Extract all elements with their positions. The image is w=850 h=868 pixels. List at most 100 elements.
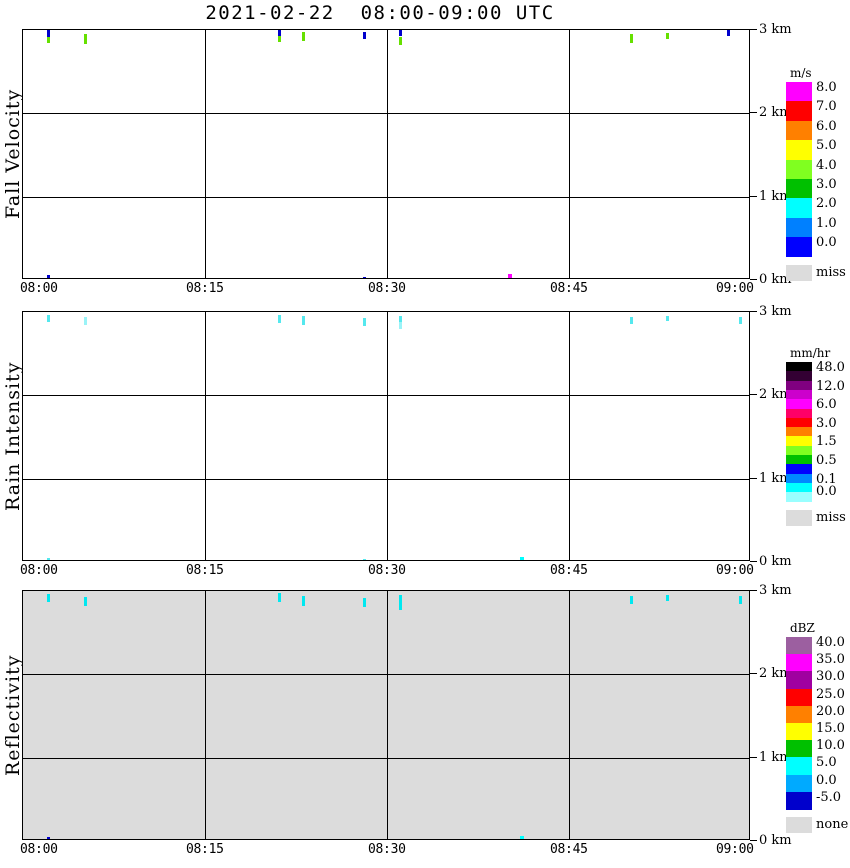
data-mark bbox=[520, 557, 524, 560]
colorbar-missing-label: miss bbox=[816, 509, 846, 525]
data-mark bbox=[326, 839, 329, 840]
data-mark bbox=[630, 596, 633, 604]
colorbar-swatch bbox=[786, 179, 812, 199]
x-axis-label: 08:30 bbox=[368, 281, 406, 296]
colorbar-tick-label: 0.5 bbox=[816, 453, 837, 468]
colorbar-swatch bbox=[786, 82, 812, 102]
x-axis-label: 08:00 bbox=[20, 281, 58, 296]
gridline-horizontal bbox=[23, 479, 749, 480]
y-axis-tick bbox=[750, 673, 757, 674]
data-mark bbox=[363, 277, 366, 278]
colorbar-swatch bbox=[786, 774, 812, 793]
colorbar-tick-label: 6.0 bbox=[816, 119, 837, 134]
colorbar-missing-swatch bbox=[786, 817, 812, 833]
colorbar-swatch bbox=[786, 371, 812, 382]
data-mark bbox=[399, 602, 402, 610]
plot-area-rain-intensity bbox=[22, 311, 750, 561]
y-axis-tick bbox=[750, 394, 757, 395]
data-mark bbox=[47, 275, 50, 278]
panel-title-rain-intensity: Rain Intensity bbox=[2, 361, 24, 511]
colorbar-swatch bbox=[786, 455, 812, 465]
data-mark bbox=[47, 594, 50, 602]
colorbar-tick-label: -5.0 bbox=[816, 790, 842, 805]
colorbar-swatch bbox=[786, 101, 812, 122]
colorbar-tick-label: 0.1 bbox=[816, 472, 837, 487]
plot-area-reflectivity bbox=[22, 590, 750, 840]
data-mark bbox=[363, 32, 366, 39]
y-axis-tick bbox=[750, 196, 757, 197]
colorbar-tick-label: 20.0 bbox=[816, 704, 845, 719]
data-mark bbox=[520, 839, 524, 840]
gridline-vertical bbox=[205, 312, 206, 560]
gridline-vertical bbox=[387, 30, 388, 278]
data-mark bbox=[302, 596, 305, 606]
colorbar-swatch bbox=[786, 399, 812, 410]
colorbar-tick-label: 8.0 bbox=[816, 80, 837, 95]
data-mark bbox=[241, 278, 244, 279]
colorbar-swatch bbox=[786, 237, 812, 258]
gridline-vertical bbox=[387, 312, 388, 560]
colorbar-tick-label: 1.5 bbox=[816, 434, 837, 449]
colorbar-swatch bbox=[786, 740, 812, 758]
data-mark bbox=[84, 317, 87, 325]
colorbar-swatch bbox=[786, 436, 812, 447]
colorbar-swatch bbox=[786, 380, 812, 391]
data-mark bbox=[278, 315, 281, 323]
data-mark bbox=[47, 837, 50, 839]
y-axis-label: 1 km bbox=[759, 471, 792, 486]
colorbar-swatch bbox=[786, 757, 812, 776]
gridline-horizontal bbox=[23, 758, 749, 759]
colorbar-tick-label: 30.0 bbox=[816, 669, 845, 684]
y-axis-tick bbox=[750, 590, 757, 591]
colorbar-swatch bbox=[786, 637, 812, 655]
x-axis-label: 08:30 bbox=[368, 842, 406, 857]
colorbar-swatch bbox=[786, 671, 812, 690]
gridline-vertical bbox=[205, 591, 206, 839]
colorbar-unit-reflectivity: dBZ bbox=[790, 621, 815, 635]
x-axis-label: 08:30 bbox=[368, 563, 406, 578]
colorbar-swatch bbox=[786, 492, 812, 503]
y-axis-label: 0 km bbox=[759, 833, 792, 848]
x-axis-label: 08:15 bbox=[186, 281, 224, 296]
colorbar-tick-label: 3.0 bbox=[816, 416, 837, 431]
gridline-vertical bbox=[569, 591, 570, 839]
colorbar-swatch bbox=[786, 389, 812, 400]
y-axis-label: 3 km bbox=[759, 22, 792, 37]
data-mark bbox=[156, 278, 159, 279]
data-mark bbox=[120, 839, 123, 840]
data-mark bbox=[47, 37, 50, 43]
colorbar-tick-label: 0.0 bbox=[816, 773, 837, 788]
colorbar-missing-label: none bbox=[816, 817, 849, 832]
colorbar-swatch bbox=[786, 464, 812, 475]
gridline-horizontal bbox=[23, 395, 749, 396]
x-axis-label: 08:00 bbox=[20, 842, 58, 857]
colorbar-swatch bbox=[786, 688, 812, 707]
colorbar-tick-label: 2.0 bbox=[816, 196, 837, 211]
colorbar-tick-label: 0.0 bbox=[816, 484, 837, 499]
colorbar-tick-label: 10.0 bbox=[816, 738, 845, 753]
data-mark bbox=[399, 30, 402, 36]
colorbar-swatch bbox=[786, 791, 812, 810]
data-mark bbox=[508, 274, 512, 278]
colorbar-swatch bbox=[786, 482, 812, 493]
colorbar-swatch bbox=[786, 723, 812, 741]
colorbar-swatch bbox=[786, 217, 812, 238]
data-mark bbox=[278, 30, 281, 36]
y-axis-label: 3 km bbox=[759, 583, 792, 598]
y-axis-label: 1 km bbox=[759, 750, 792, 765]
colorbar-swatch bbox=[786, 120, 812, 141]
colorbar-tick-label: 6.0 bbox=[816, 397, 837, 412]
colorbar-tick-label: 7.0 bbox=[816, 99, 837, 114]
colorbar-tick-label: 3.0 bbox=[816, 177, 837, 192]
colorbar-unit-fall-velocity: m/s bbox=[790, 66, 812, 80]
data-mark bbox=[399, 37, 402, 45]
colorbar-tick-label: 1.0 bbox=[816, 216, 837, 231]
colorbar-tick-label: 15.0 bbox=[816, 721, 845, 736]
colorbar-tick-label: 5.0 bbox=[816, 755, 837, 770]
data-mark bbox=[278, 593, 281, 602]
colorbar-swatch bbox=[786, 362, 812, 372]
panel-title-fall-velocity: Fall Velocity bbox=[2, 88, 24, 220]
y-axis-tick bbox=[750, 840, 757, 841]
colorbar-swatch bbox=[786, 427, 812, 437]
y-axis-label: 2 km bbox=[759, 105, 792, 120]
